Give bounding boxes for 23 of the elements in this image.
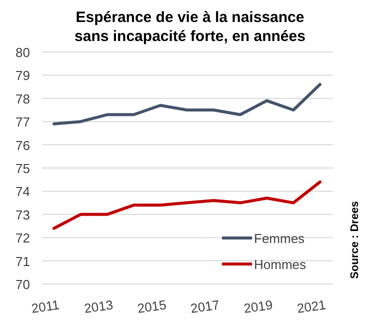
y-tick-label: 72: [16, 230, 30, 246]
legend-label: Femmes: [254, 231, 306, 246]
y-tick-label: 77: [16, 114, 30, 130]
chart-title: Espérance de vie à la naissance sans incapacité forte, en années: [74, 9, 306, 45]
y-tick-label: 71: [16, 254, 30, 269]
x-tick-label: 2011: [30, 297, 60, 316]
y-tick-label: 74: [16, 184, 30, 200]
x-tick-label: 2013: [83, 297, 114, 316]
y-tick-label: 78: [16, 91, 30, 106]
x-tick-label: 2019: [242, 297, 274, 316]
y-tick-label: 75: [16, 161, 30, 176]
x-tick-label: 2015: [136, 297, 168, 316]
line-series: [52, 82, 322, 126]
legend-label: Hommes: [254, 257, 307, 272]
x-tick-label: 2021: [296, 297, 327, 316]
x-tick-label: 2017: [190, 297, 220, 316]
source-note: Source : Drees: [349, 201, 361, 279]
y-tick-label: 76: [16, 138, 30, 153]
y-tick-label: 79: [16, 68, 30, 84]
y-tick-label: 73: [16, 207, 30, 222]
line-series: [52, 180, 322, 230]
y-tick-label: 70: [16, 277, 30, 292]
y-tick-label: 80: [16, 45, 30, 60]
